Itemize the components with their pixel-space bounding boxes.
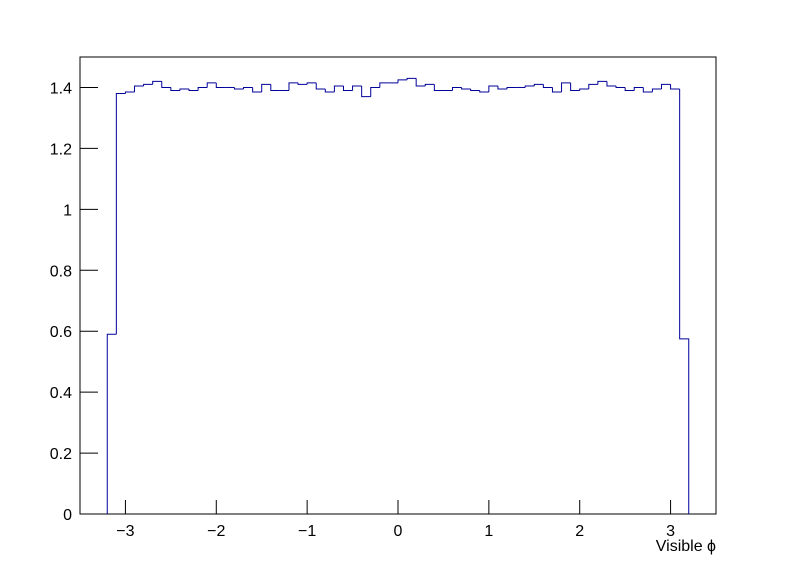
histogram-bin: [188, 88, 199, 92]
histogram-bin: [143, 83, 153, 86]
histogram-bin: [497, 85, 508, 90]
x-tick-label: −1: [298, 523, 316, 540]
y-tick-label: 0.6: [50, 324, 72, 341]
y-tick-label: 1.4: [50, 80, 72, 97]
histogram-bin: [488, 85, 498, 93]
histogram-bin: [352, 85, 362, 91]
histogram-bin: [406, 77, 417, 80]
histogram-bin: [324, 88, 335, 93]
histogram-bin: [433, 84, 444, 92]
histogram-bin: [161, 81, 171, 88]
histogram-bin: [424, 83, 435, 86]
histogram-bin: [533, 83, 544, 86]
histogram-bin: [243, 86, 253, 89]
histogram-bin: [152, 80, 162, 85]
y-tick-label: 0.2: [50, 446, 72, 463]
histogram-bin: [642, 87, 653, 93]
y-tick-label: 0: [63, 507, 72, 524]
histogram-bin: [415, 78, 426, 87]
x-tick-label: 1: [484, 523, 493, 540]
histogram-bin: [361, 85, 371, 98]
y-tick-label: 1.2: [50, 141, 72, 158]
histogram-bin: [197, 86, 208, 91]
histogram-bin: [624, 87, 635, 92]
histogram-bin: [215, 82, 226, 88]
histogram-bin: [606, 81, 617, 87]
x-tick-label: 3: [666, 523, 675, 540]
histogram-bin: [470, 88, 480, 92]
histogram-bin: [252, 87, 262, 93]
histogram-bin: [524, 85, 535, 88]
histogram-bin: [397, 79, 408, 83]
y-tick-label: 1: [63, 202, 72, 219]
histogram-bin: [588, 83, 598, 89]
histogram-bin: [651, 88, 662, 93]
histogram-bin: [115, 93, 126, 335]
x-tick-label: 2: [575, 523, 584, 540]
histogram-bin: [333, 85, 344, 93]
histogram-bin: [660, 83, 671, 89]
histogram-bin: [134, 85, 144, 93]
histogram-bin: [670, 84, 680, 90]
histogram-bin: [561, 82, 571, 93]
histogram-bin: [233, 87, 244, 90]
histogram-bin: [506, 86, 517, 89]
histogram-bin: [551, 87, 562, 93]
histogram-bin: [479, 90, 489, 93]
histogram-bin: [342, 85, 353, 92]
histogram-bin: [597, 80, 607, 85]
histogram-bin: [633, 86, 644, 91]
y-tick-label: 0.4: [50, 385, 72, 402]
x-axis-label: Visible ϕ: [656, 538, 716, 555]
plot-frame: [79, 56, 717, 515]
histogram-bin: [570, 82, 580, 92]
histogram-bin: [179, 88, 190, 91]
y-tick-label: 0.8: [50, 263, 72, 280]
histogram-bin: [297, 82, 308, 85]
x-tick-label: −2: [207, 523, 225, 540]
x-tick-label: −3: [116, 523, 134, 540]
histogram-bin: [542, 84, 553, 88]
histogram-bin: [170, 87, 180, 92]
histogram-bin: [270, 84, 280, 92]
histogram-bin: [124, 91, 135, 94]
x-tick-label: 0: [394, 523, 403, 540]
histogram-bin: [615, 85, 626, 88]
histogram-bin: [288, 82, 299, 91]
histogram-bin: [452, 86, 462, 91]
histogram-bin: [206, 82, 217, 88]
histogram-bin: [315, 82, 326, 90]
histogram-bin: [306, 82, 317, 85]
histogram-bin: [370, 86, 380, 97]
histogram-bin: [261, 83, 271, 93]
histogram-bin: [106, 333, 117, 514]
histogram-bin: [461, 87, 471, 90]
histogram-bin: [679, 88, 690, 514]
histogram-bin: [379, 82, 389, 88]
histogram-bin: [579, 88, 589, 91]
